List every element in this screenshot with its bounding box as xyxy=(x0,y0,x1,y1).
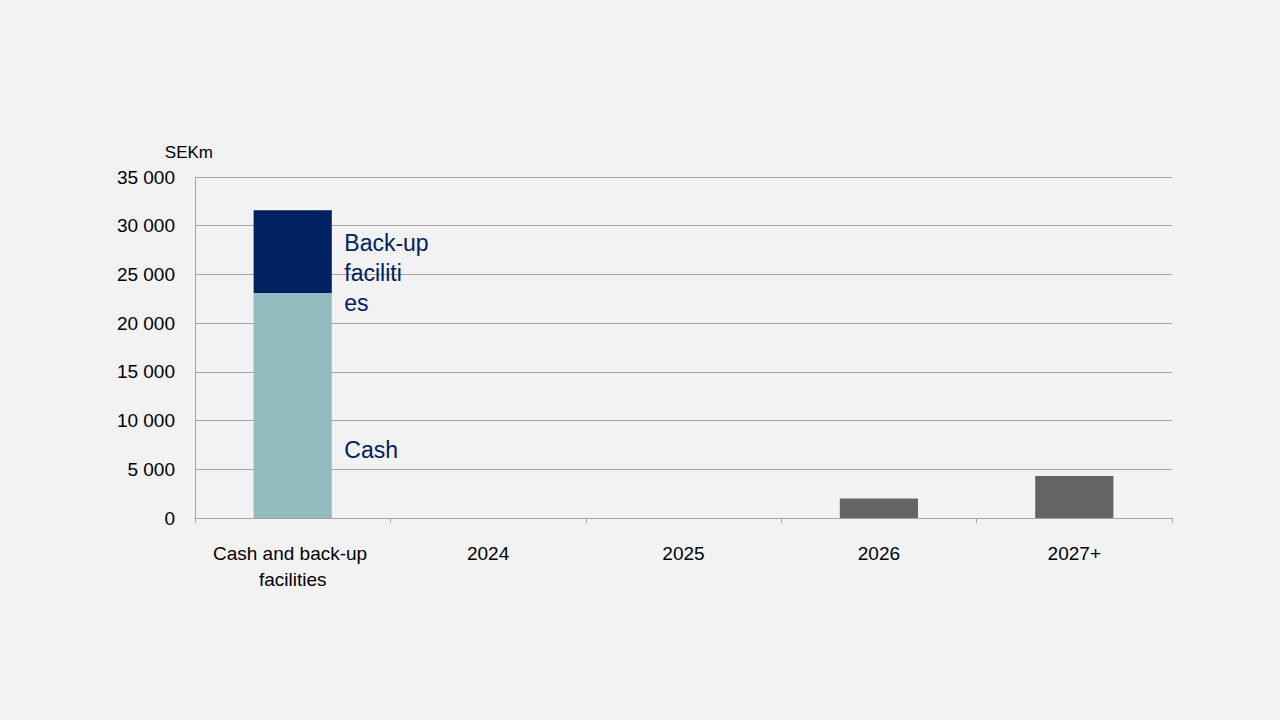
svg-text:15 000: 15 000 xyxy=(117,361,175,382)
svg-text:2024: 2024 xyxy=(467,543,510,564)
svg-text:Back-up: Back-up xyxy=(344,230,435,256)
svg-text:25 000: 25 000 xyxy=(117,264,175,285)
svg-text:Cash and back-up: Cash and back-up xyxy=(213,543,373,564)
svg-text:10 000: 10 000 xyxy=(117,410,175,431)
svg-text:2027+: 2027+ xyxy=(1048,543,1101,564)
svg-text:SEKm: SEKm xyxy=(165,143,213,162)
svg-text:35 000: 35 000 xyxy=(117,167,175,188)
svg-text:30 000: 30 000 xyxy=(117,215,175,236)
svg-text:faciliti: faciliti xyxy=(344,260,402,286)
svg-text:es: es xyxy=(344,290,368,316)
svg-text:0: 0 xyxy=(164,508,175,529)
svg-text:2026: 2026 xyxy=(858,543,900,564)
svg-text:2025: 2025 xyxy=(662,543,704,564)
svg-text:20 000: 20 000 xyxy=(117,313,175,334)
svg-text:facilities: facilities xyxy=(259,569,327,590)
svg-text:5 000: 5 000 xyxy=(127,459,175,480)
svg-text:Cash: Cash xyxy=(344,437,398,463)
